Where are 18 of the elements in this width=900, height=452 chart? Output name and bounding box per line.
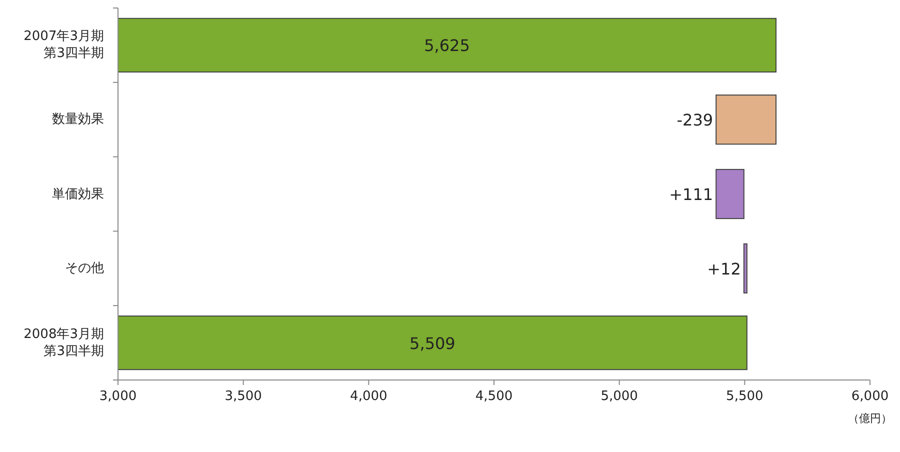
y-tick-label: その他 [64,260,104,277]
y-tick-label: 単価効果 [51,186,104,202]
data-label: -239 [676,110,714,130]
y-tick-label: 2007年3月期第3四半期 [22,28,104,62]
x-tick-label: 4,000 [350,389,388,404]
y-tick-label: 2008年3月期第3四半期 [22,326,104,360]
data-label: 5,625 [424,36,470,56]
x-tick-label: 4,500 [475,389,513,404]
x-tick-label: 5,500 [726,389,764,404]
x-tick-label: 3,500 [224,389,262,404]
y-tick-label: 数量効果 [51,111,104,128]
data-label: +12 [707,259,741,278]
data-label: 5,509 [410,334,456,353]
x-tick-label: 6,000 [851,389,889,404]
data-label: +111 [669,185,714,204]
x-tick-label: 3,000 [99,389,137,404]
x-tick-label: 5,000 [600,389,638,404]
text: （億円） [848,412,892,425]
